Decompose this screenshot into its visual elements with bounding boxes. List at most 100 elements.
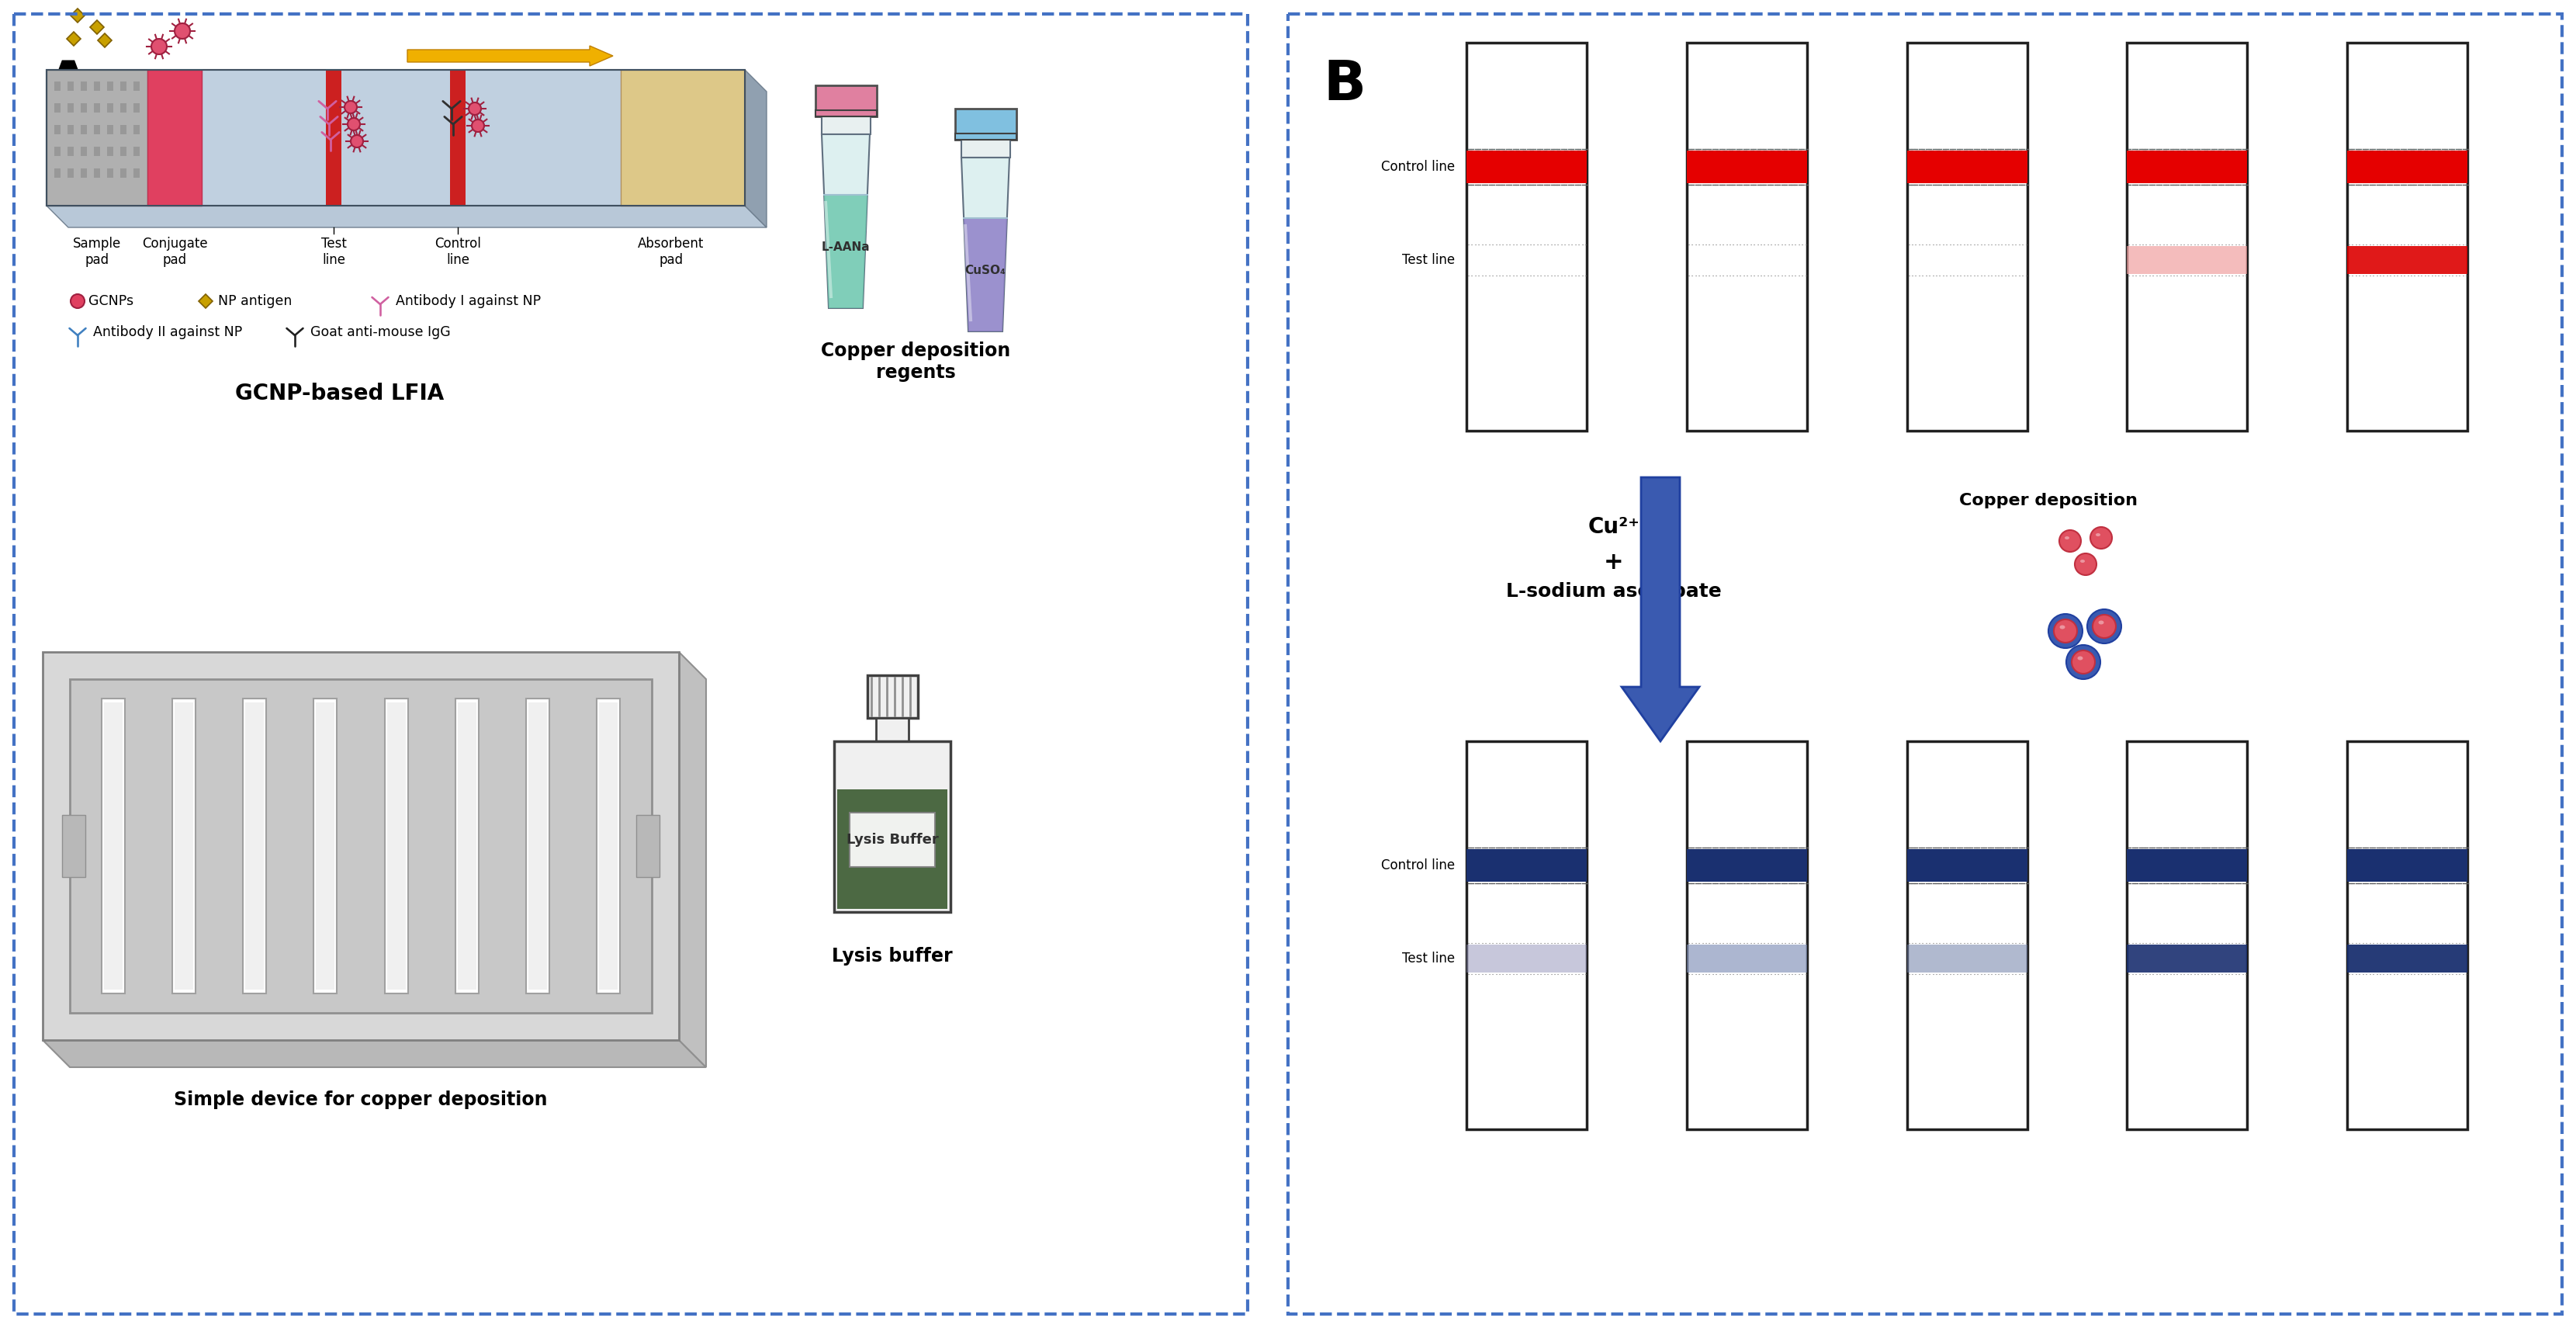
Bar bbox=[317, 703, 335, 989]
Polygon shape bbox=[46, 206, 768, 227]
Bar bbox=[451, 70, 466, 206]
Circle shape bbox=[2066, 645, 2099, 679]
Circle shape bbox=[2092, 615, 2115, 637]
Text: GCNP-based LFIA: GCNP-based LFIA bbox=[234, 382, 443, 405]
Bar bbox=[46, 70, 744, 206]
Bar bbox=[956, 134, 1018, 139]
Text: Cu²⁺: Cu²⁺ bbox=[1587, 517, 1641, 538]
Bar bbox=[2128, 150, 2246, 183]
FancyArrow shape bbox=[407, 45, 613, 66]
Bar bbox=[121, 125, 126, 134]
Text: B: B bbox=[1324, 58, 1365, 112]
Bar bbox=[93, 169, 100, 178]
Bar bbox=[108, 125, 113, 134]
Bar bbox=[121, 146, 126, 155]
Text: Sample
pad: Sample pad bbox=[72, 236, 121, 267]
Bar bbox=[67, 146, 75, 155]
Bar bbox=[13, 15, 1247, 1313]
Bar bbox=[108, 169, 113, 178]
Bar bbox=[80, 81, 88, 90]
Bar bbox=[1288, 15, 2563, 1313]
Bar bbox=[868, 675, 917, 718]
Bar bbox=[384, 699, 407, 993]
Text: A: A bbox=[46, 58, 90, 112]
Ellipse shape bbox=[2066, 537, 2069, 539]
Polygon shape bbox=[198, 295, 214, 308]
Bar bbox=[459, 703, 477, 989]
Bar bbox=[600, 703, 618, 989]
Bar bbox=[1687, 42, 1806, 430]
Bar bbox=[103, 703, 121, 989]
Bar bbox=[956, 109, 1018, 139]
Circle shape bbox=[471, 120, 484, 131]
Text: Test line: Test line bbox=[1401, 254, 1455, 267]
Bar bbox=[835, 741, 951, 912]
Text: Antibody I against NP: Antibody I against NP bbox=[397, 295, 541, 308]
Bar bbox=[108, 81, 113, 90]
Bar bbox=[67, 169, 75, 178]
Polygon shape bbox=[822, 134, 871, 308]
Bar bbox=[1687, 741, 1806, 1129]
Bar bbox=[108, 104, 113, 113]
Bar bbox=[1906, 741, 2027, 1129]
Text: Test
line: Test line bbox=[322, 236, 345, 267]
Bar bbox=[93, 146, 100, 155]
Text: Copper deposition
regents: Copper deposition regents bbox=[822, 341, 1010, 381]
Circle shape bbox=[2089, 527, 2112, 548]
Bar bbox=[1687, 944, 1806, 972]
Bar bbox=[134, 146, 139, 155]
Bar bbox=[598, 699, 621, 993]
Bar bbox=[314, 699, 337, 993]
Circle shape bbox=[2058, 530, 2081, 552]
Bar bbox=[54, 125, 59, 134]
Bar bbox=[46, 70, 147, 206]
Text: Control line: Control line bbox=[1381, 159, 1455, 174]
Bar bbox=[147, 70, 201, 206]
Bar bbox=[67, 81, 75, 90]
Bar bbox=[67, 125, 75, 134]
Bar bbox=[245, 703, 263, 989]
Bar bbox=[121, 104, 126, 113]
Bar bbox=[173, 699, 196, 993]
Bar bbox=[1906, 849, 2027, 882]
Text: CuSO₄: CuSO₄ bbox=[966, 264, 1005, 276]
Bar bbox=[1687, 150, 1806, 183]
Polygon shape bbox=[963, 218, 1007, 332]
Text: L-sodium ascorbate: L-sodium ascorbate bbox=[1507, 582, 1721, 600]
Bar bbox=[70, 679, 652, 1013]
Bar bbox=[2347, 741, 2468, 1129]
Bar bbox=[876, 718, 909, 741]
Bar bbox=[54, 104, 59, 113]
Circle shape bbox=[2074, 554, 2097, 575]
Bar bbox=[526, 699, 549, 993]
Text: GCNPs: GCNPs bbox=[88, 295, 134, 308]
Circle shape bbox=[469, 102, 482, 114]
Polygon shape bbox=[98, 33, 111, 48]
Ellipse shape bbox=[2099, 620, 2105, 624]
Text: Lysis Buffer: Lysis Buffer bbox=[848, 833, 938, 847]
Bar bbox=[134, 104, 139, 113]
Bar bbox=[1906, 150, 2027, 183]
Bar bbox=[1906, 42, 2027, 430]
Bar bbox=[2128, 944, 2246, 972]
Bar bbox=[121, 169, 126, 178]
Circle shape bbox=[350, 135, 363, 147]
Circle shape bbox=[2087, 610, 2120, 644]
Bar bbox=[327, 70, 343, 206]
Bar bbox=[242, 699, 265, 993]
Bar bbox=[80, 104, 88, 113]
Bar bbox=[1466, 944, 1587, 972]
Text: +: + bbox=[1605, 551, 1623, 574]
Circle shape bbox=[2071, 651, 2094, 673]
Bar bbox=[2347, 246, 2468, 274]
Bar bbox=[817, 85, 876, 117]
Bar bbox=[100, 699, 124, 993]
Polygon shape bbox=[961, 158, 1010, 332]
Bar bbox=[386, 703, 404, 989]
Bar bbox=[134, 81, 139, 90]
Bar bbox=[822, 117, 871, 134]
Circle shape bbox=[345, 101, 358, 113]
Text: Control
line: Control line bbox=[435, 236, 482, 267]
Polygon shape bbox=[67, 32, 80, 45]
Bar bbox=[80, 125, 88, 134]
